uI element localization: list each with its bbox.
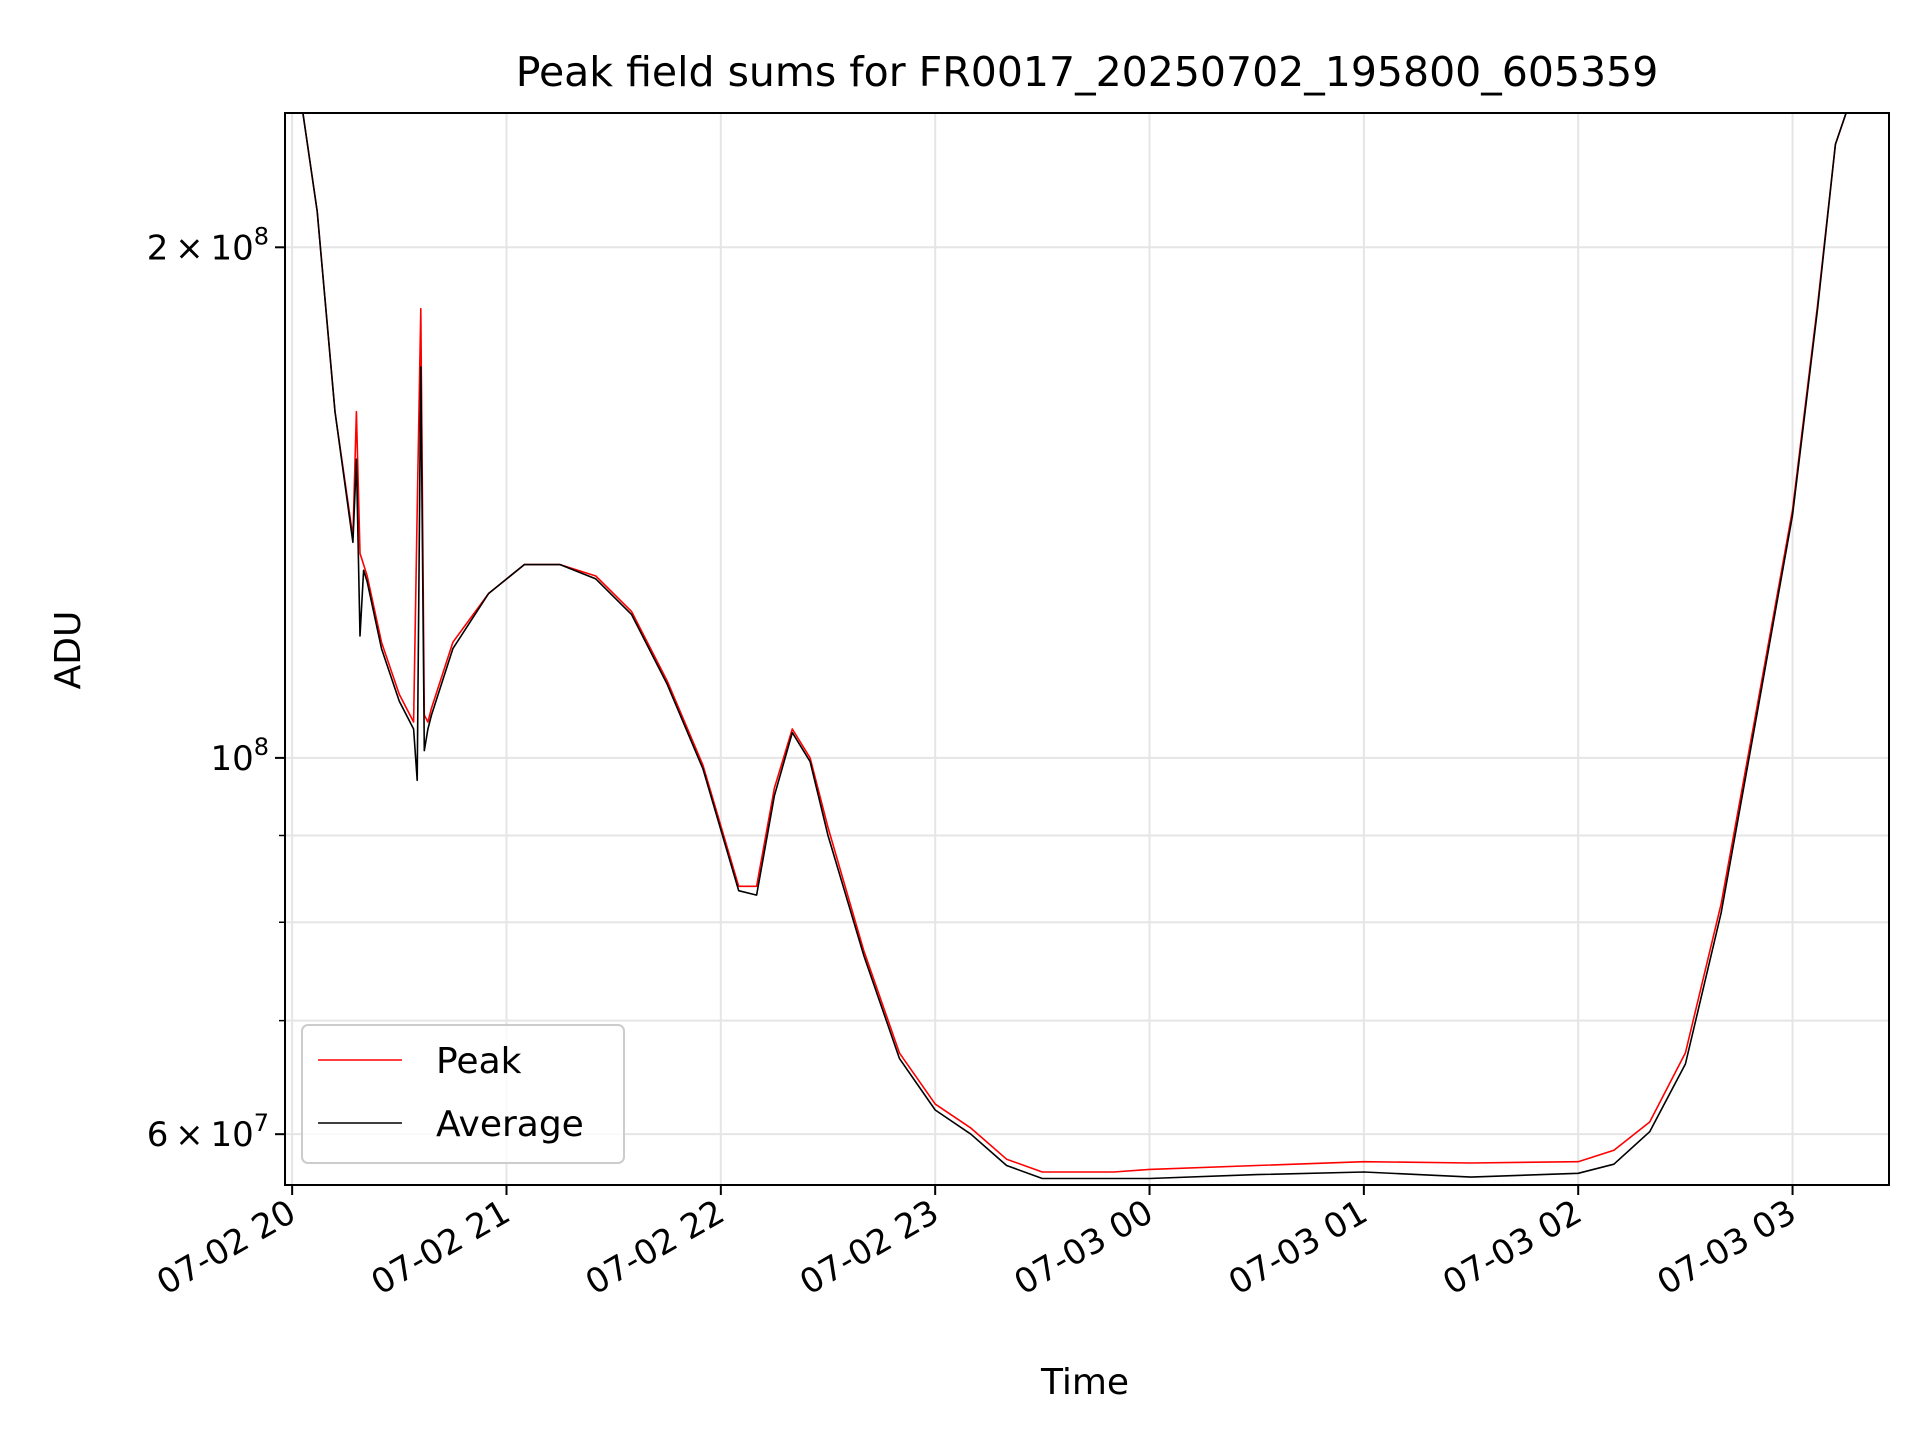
y-axis-label: ADU — [48, 611, 89, 690]
plot-frame — [284, 112, 1890, 1186]
legend-label-peak: Peak — [436, 1041, 522, 1082]
y-tick-label: 6 × 107 — [147, 1109, 269, 1155]
chart-title: Peak field sums for FR0017_20250702_1958… — [516, 48, 1659, 96]
grid — [285, 113, 1889, 1185]
legend: Peak Average — [301, 1024, 625, 1164]
y-axis-ticks: 6 × 107 108 2 × 108 — [147, 222, 285, 1155]
series-line-peak — [285, 113, 1889, 1173]
legend-label-average: Average — [436, 1104, 584, 1145]
series-layer — [285, 113, 1889, 1180]
y-tick-label: 2 × 108 — [147, 222, 269, 268]
y-tick-label: 108 — [210, 733, 269, 779]
series-line-average — [285, 113, 1889, 1180]
x-axis-label: Time — [1040, 1362, 1129, 1403]
